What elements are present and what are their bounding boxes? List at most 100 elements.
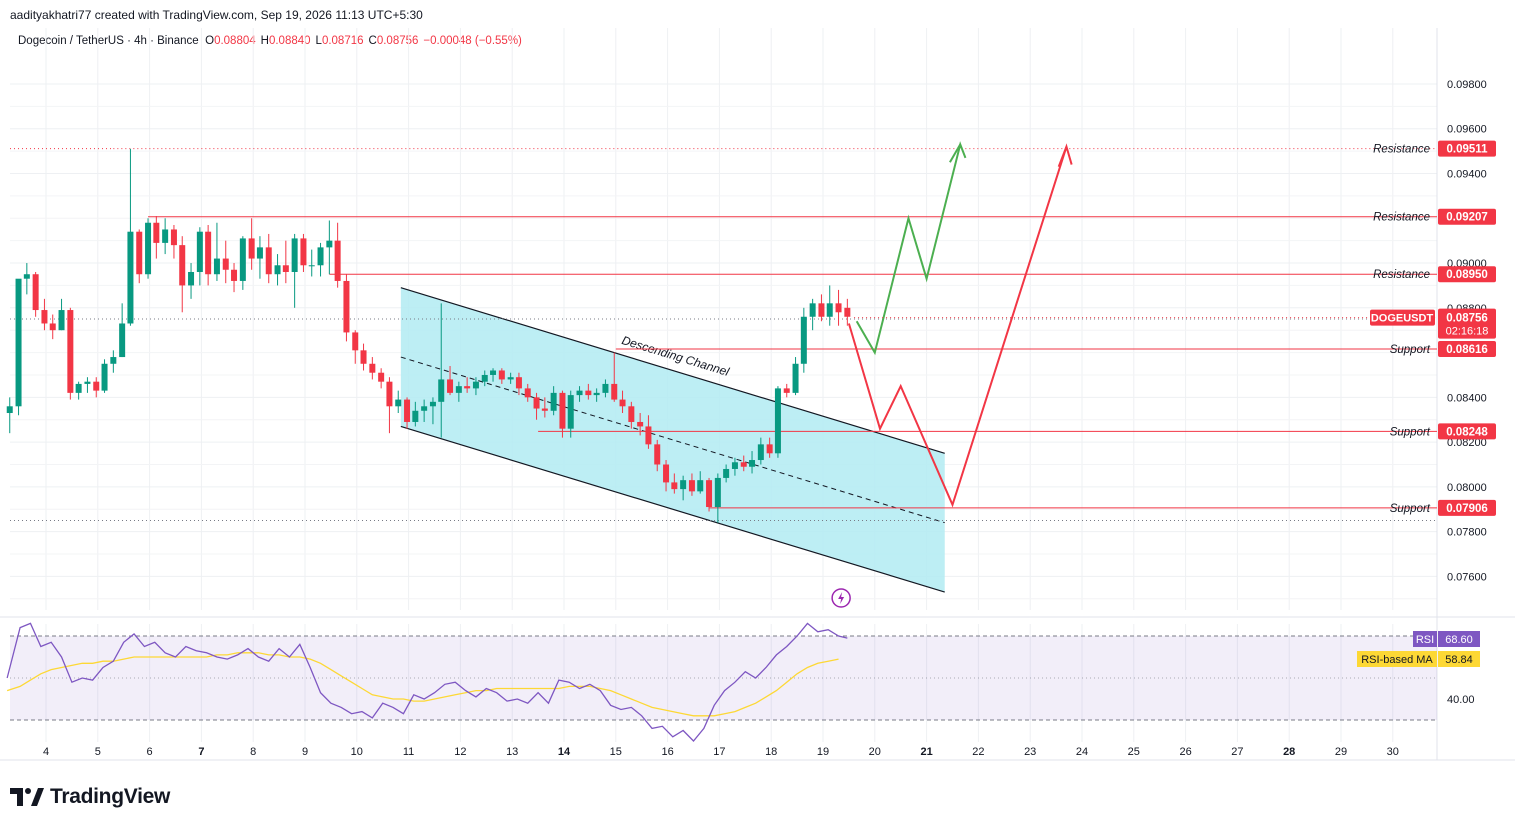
candle-down [559,392,566,429]
x-tick-label: 6 [147,746,153,758]
candle-down [688,480,695,492]
candle-up [714,477,721,508]
candle-up [256,247,263,259]
x-tick-label: 15 [610,746,622,758]
candle-up [455,386,462,393]
candle-up [507,377,514,380]
level-price-badge [1438,266,1496,283]
level-price-value: 0.09207 [1446,212,1488,224]
rsi-ma-value: 58.84 [1445,654,1473,666]
y-tick-label: 0.08200 [1447,437,1487,449]
candle-down [663,464,670,483]
candle-up [429,401,436,407]
candle-down [360,350,367,364]
x-tick-label: 7 [198,746,204,758]
y-tick-label: 0.08400 [1447,392,1487,404]
channel-fill [400,287,945,593]
candle-down [343,280,350,333]
level-price-badge [1438,208,1496,225]
rsi-tag [1413,631,1437,647]
candle-up [421,406,428,411]
current-price-badge [1438,308,1496,339]
candle-down [766,444,773,454]
candle-down [231,269,238,281]
candle-up [162,229,169,243]
tradingview-logo-icon [10,788,44,806]
candle-up [274,265,281,275]
level-price-badge [1438,499,1496,516]
level-price-value: 0.09511 [1447,144,1489,156]
x-tick-label: 28 [1283,746,1295,758]
y-tick-label: 0.09800 [1447,79,1487,91]
candle-up [15,278,22,407]
price-chart[interactable]: 0.098000.096000.094000.090000.088000.084… [0,0,1515,780]
candle-up [602,383,609,393]
ohlc-label: O [205,35,215,47]
lightning-icon-glyph [838,592,845,604]
candle-down [654,444,661,465]
x-tick-label: 19 [817,746,829,758]
candle-down [170,229,177,246]
candle-down [498,370,505,380]
candle-down [179,245,186,286]
candle-down [645,426,652,445]
level-label-resistance: Resistance [1373,269,1430,281]
candle-down [783,388,790,393]
rsi-ma-value-badge [1438,651,1480,667]
candle-up [213,258,220,275]
x-tick-label: 25 [1128,746,1140,758]
rsi-line [6,622,848,742]
candle-down [533,397,540,409]
tradingview-logo[interactable]: TradingView [10,785,170,809]
x-tick-label: 4 [43,746,49,758]
x-tick-label: 29 [1335,746,1347,758]
candle-up [317,247,324,266]
candle-down [49,323,56,331]
candle-up [75,383,82,393]
candle-up [800,316,807,364]
candle-up [826,303,833,317]
candle-up [239,238,246,281]
candle-up [481,374,488,382]
candle-up [576,390,583,396]
candle-up [757,444,764,461]
candle-up [127,231,134,324]
candle-down [282,265,289,272]
x-tick-label: 13 [506,746,518,758]
level-price-value: 0.07906 [1446,503,1488,515]
x-tick-label: 17 [713,746,725,758]
candle-down [386,381,393,407]
y-tick-label: 0.09400 [1447,169,1487,181]
rsi-ma-tag [1357,651,1437,667]
ohlc-value: 0.08756 [376,35,419,47]
symbol-title[interactable]: Dogecoin / TetherUS · 4h · Binance [18,35,199,47]
x-tick-label: 20 [869,746,881,758]
y-tick-label: 0.09600 [1447,124,1487,136]
candle-down [93,381,100,391]
ohlc-value: 0.08804 [214,35,256,47]
symbol-badge-label: DOGEUSDT [1371,313,1434,325]
candle-up [23,274,30,279]
candle-up [731,462,738,469]
candle-down [619,399,626,407]
x-tick-label: 12 [454,746,466,758]
candle-down [248,238,255,259]
candle-down [153,222,160,243]
candle-down [844,307,851,317]
symbol-ohlc-legend: Dogecoin / TetherUS · 4h · Binance O0.08… [18,35,527,47]
candle-up [680,480,687,490]
candle-up [723,468,730,478]
candle-up [593,392,600,396]
level-price-value: 0.08616 [1446,344,1488,356]
candle-down [265,247,272,275]
candle-up [308,265,315,267]
candle-up [809,303,816,317]
candle-down [41,310,48,324]
candle-down [585,390,592,396]
candle-up [326,240,333,248]
ohlc-value: −0.00048 (−0.55%) [423,35,522,47]
candle-down [515,377,522,389]
projection-bearish-arrowhead [1057,146,1068,168]
level-label-resistance: Resistance [1373,144,1430,156]
candle-up [774,388,781,454]
